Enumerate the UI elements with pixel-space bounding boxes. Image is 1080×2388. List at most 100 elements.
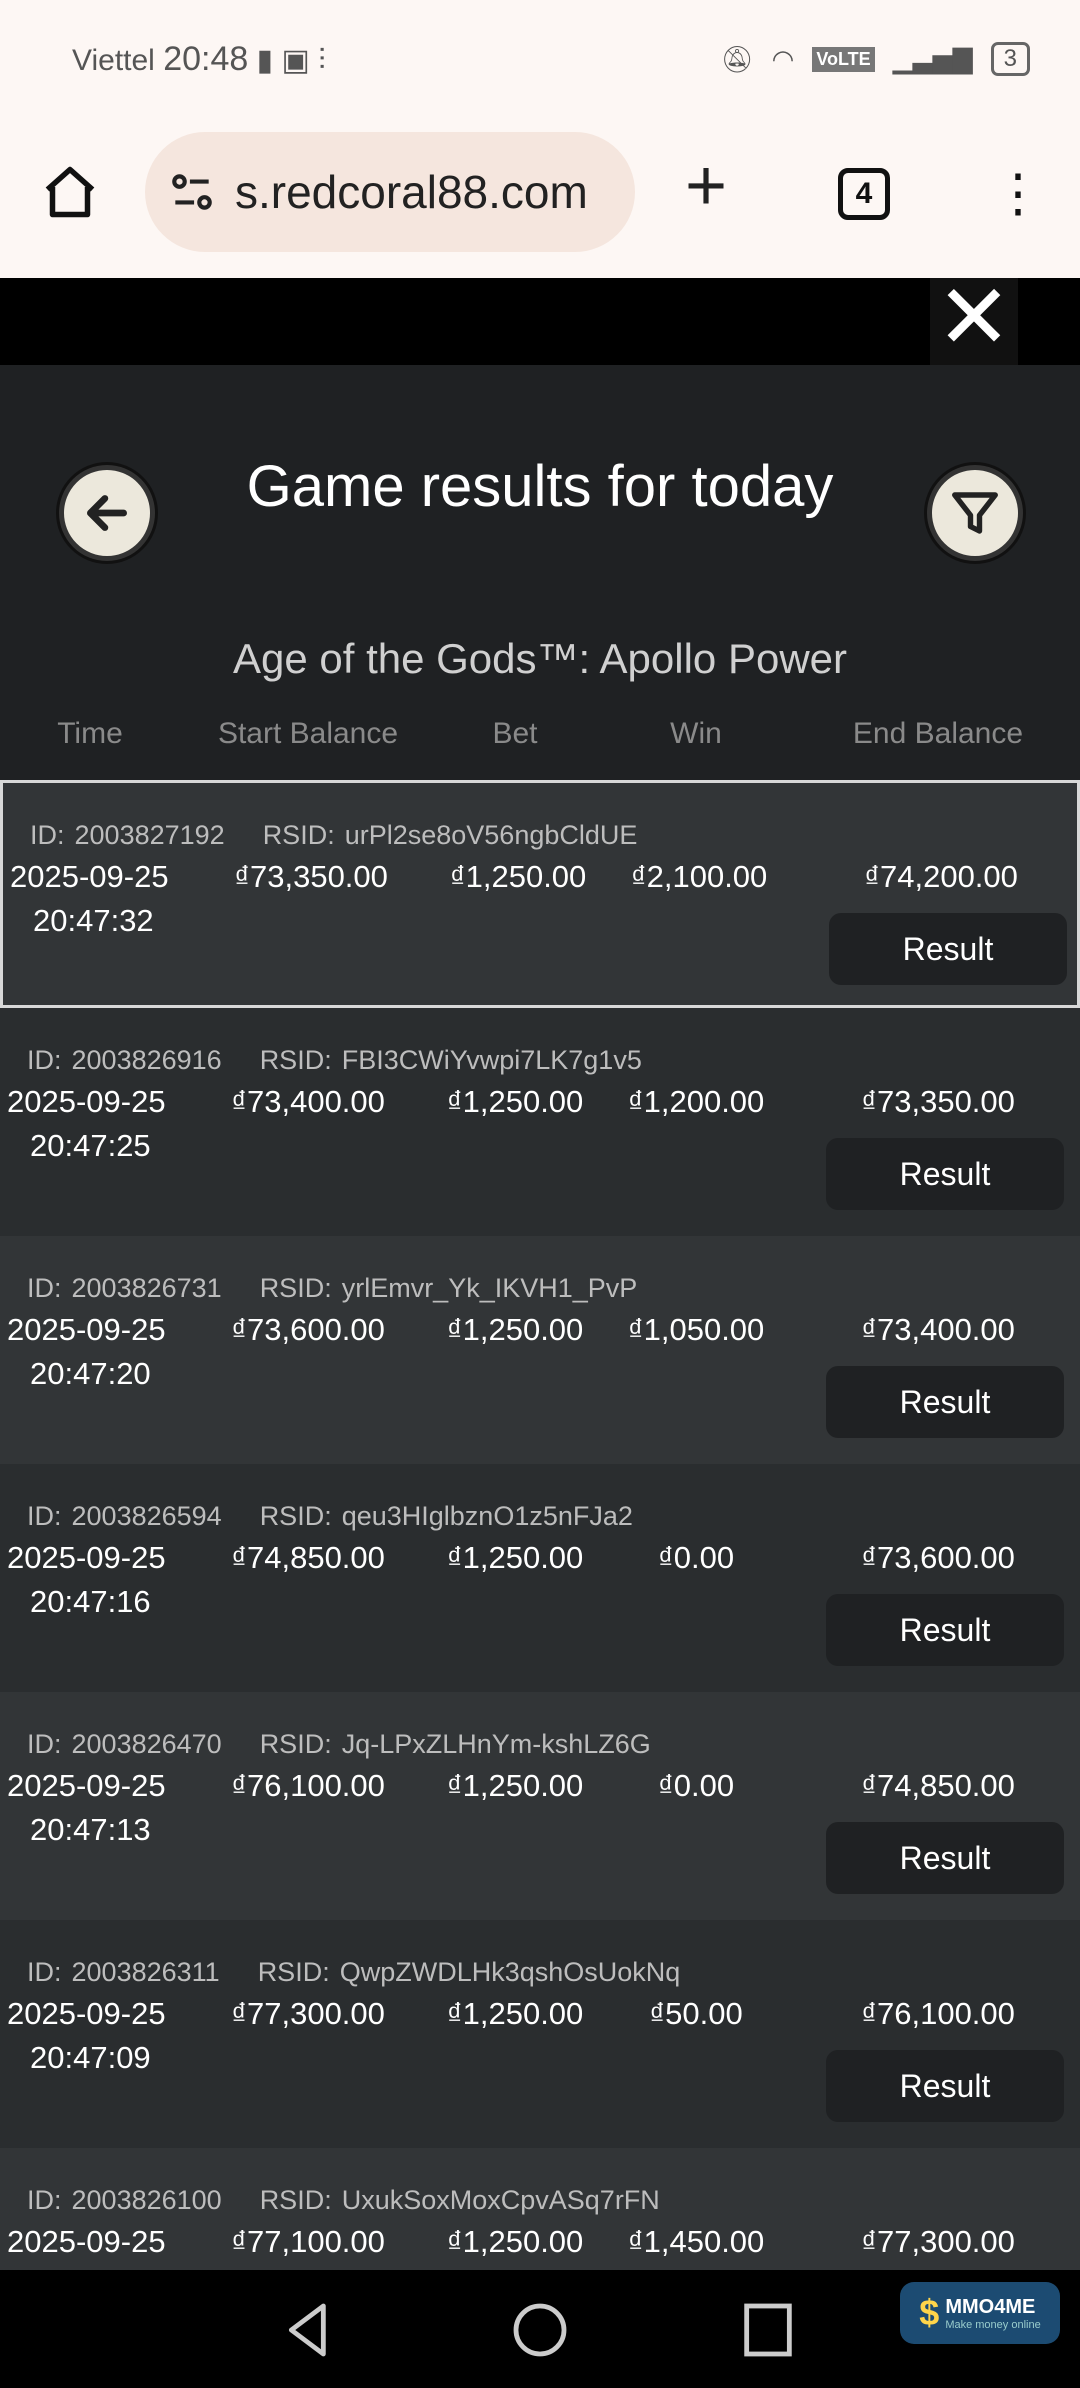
rsid-value: urPl2se8oV56ngbCldUE bbox=[344, 820, 638, 850]
table-row[interactable]: ID: 2003826594 RSID: qeu3HIglbznO1z5nFJa2 2… bbox=[0, 1464, 1080, 1692]
row-win: ₫0.00 bbox=[657, 1540, 735, 1575]
row-win: ₫50.00 bbox=[649, 1996, 743, 2031]
results-list[interactable]: ID: 2003827192 RSID: urPl2se8oV56ngbCldUE 2… bbox=[0, 780, 1080, 2270]
overlay-bar bbox=[0, 278, 1080, 365]
row-start-balance: ₫77,300.00 bbox=[231, 1996, 385, 2031]
back-button[interactable] bbox=[59, 465, 155, 561]
watermark-logo: $ MMO4ME Make money online bbox=[900, 2282, 1060, 2344]
status-bar: Viettel 20:48 ▮ ▣ ⫶ 🔕︎ ◠ VoLTE ▁▃▅▇ 3 bbox=[0, 0, 1080, 140]
row-start-balance: ₫73,350.00 bbox=[234, 859, 388, 894]
battery-icon: 3 bbox=[990, 42, 1030, 76]
results-header: Game results for today Age of the Gods™:… bbox=[0, 365, 1080, 780]
id-label: ID: bbox=[27, 2185, 62, 2215]
result-button[interactable]: Result bbox=[829, 913, 1067, 985]
back-nav-icon[interactable] bbox=[278, 2298, 342, 2362]
id-label: ID: bbox=[27, 1501, 62, 1531]
page-title: Game results for today bbox=[246, 454, 834, 519]
row-win: ₫0.00 bbox=[657, 1768, 735, 1803]
table-row[interactable]: ID: 2003827192 RSID: urPl2se8oV56ngbCldUE 2… bbox=[0, 780, 1080, 1008]
row-ids: ID: 2003827192 RSID: urPl2se8oV56ngbCldUE bbox=[30, 820, 647, 851]
notification-icons: ▮ ▣ ⫶ bbox=[256, 44, 326, 77]
row-end-balance: ₫77,300.00 bbox=[861, 2224, 1015, 2259]
row-ids: ID: 2003826594 RSID: qeu3HIglbznO1z5nFJa2 bbox=[27, 1501, 643, 1532]
volte-badge: VoLTE bbox=[812, 46, 875, 72]
row-time: 20:47:04 bbox=[30, 2268, 151, 2270]
row-time: 20:47:32 bbox=[33, 903, 154, 938]
rsid-value: qeu3HIglbznO1z5nFJa2 bbox=[341, 1501, 633, 1531]
row-ids: ID: 2003826916 RSID: FBI3CWiYvwpi7LK7g1v5 bbox=[27, 1045, 652, 1076]
result-button[interactable]: Result bbox=[826, 1822, 1064, 1894]
clock: 20:48 bbox=[163, 40, 249, 78]
row-time: 20:47:09 bbox=[30, 2040, 151, 2075]
row-start-balance: ₫73,600.00 bbox=[231, 1312, 385, 1347]
more-menu-icon[interactable]: ⋮ bbox=[992, 165, 1044, 223]
column-header-end-balance: End Balance bbox=[852, 717, 1024, 750]
row-start-balance: ₫74,850.00 bbox=[231, 1540, 385, 1575]
row-win: ₫1,050.00 bbox=[627, 1312, 765, 1347]
table-row[interactable]: ID: 2003826311 RSID: QwpZWDLHk3qshOsUokNq 2… bbox=[0, 1920, 1080, 2148]
rsid-value: FBI3CWiYvwpi7LK7g1v5 bbox=[341, 1045, 642, 1075]
row-time: 20:47:25 bbox=[30, 1128, 151, 1163]
round-id: 2003826731 bbox=[71, 1273, 222, 1303]
table-row[interactable]: ID: 2003826470 RSID: Jq-LPxZLHnYm-kshLZ6G 2… bbox=[0, 1692, 1080, 1920]
row-date: 2025-09-25 bbox=[7, 1996, 166, 2031]
row-bet: ₫1,250.00 bbox=[446, 1768, 584, 1803]
arrow-left-icon bbox=[87, 495, 127, 531]
row-bet: ₫1,250.00 bbox=[446, 1996, 584, 2031]
home-nav-icon[interactable] bbox=[508, 2298, 572, 2362]
browser-toolbar: s.redcoral88.com + 4 ⋮ bbox=[0, 132, 1080, 278]
row-start-balance: ₫77,100.00 bbox=[231, 2224, 385, 2259]
row-time: 20:47:16 bbox=[30, 1584, 151, 1619]
round-id: 2003826470 bbox=[71, 1729, 222, 1759]
home-icon[interactable] bbox=[40, 162, 100, 222]
rsid-label: RSID: bbox=[257, 1957, 330, 1987]
filter-button[interactable] bbox=[927, 465, 1023, 561]
table-row[interactable]: ID: 2003826100 RSID: UxukSoxMoxCpvASq7rFN 2… bbox=[0, 2148, 1080, 2270]
table-row[interactable]: ID: 2003826731 RSID: yrlEmvr_Yk_IKVH1_PvP 2… bbox=[0, 1236, 1080, 1464]
filter-icon bbox=[952, 492, 998, 534]
carrier-name: Viettel bbox=[72, 44, 155, 77]
round-id: 2003827192 bbox=[74, 820, 225, 850]
row-win: ₫2,100.00 bbox=[630, 859, 768, 894]
id-label: ID: bbox=[30, 820, 65, 850]
tab-switcher-button[interactable]: 4 bbox=[838, 168, 890, 220]
id-label: ID: bbox=[27, 1957, 62, 1987]
row-time: 20:47:20 bbox=[30, 1356, 151, 1391]
mute-bell-icon: 🔕︎ bbox=[720, 43, 754, 74]
rsid-label: RSID: bbox=[259, 1273, 332, 1303]
address-bar[interactable]: s.redcoral88.com bbox=[145, 132, 635, 252]
result-button[interactable]: Result bbox=[826, 1366, 1064, 1438]
round-id: 2003826311 bbox=[71, 1957, 220, 1987]
row-end-balance: ₫74,850.00 bbox=[861, 1768, 1015, 1803]
status-right: 🔕︎ ◠ VoLTE ▁▃▅▇ 3 bbox=[721, 42, 1030, 76]
row-ids: ID: 2003826100 RSID: UxukSoxMoxCpvASq7rFN bbox=[27, 2185, 670, 2216]
rsid-value: QwpZWDLHk3qshOsUokNq bbox=[339, 1957, 681, 1987]
row-ids: ID: 2003826311 RSID: QwpZWDLHk3qshOsUokNq bbox=[27, 1957, 690, 1988]
column-header-bet: Bet bbox=[492, 717, 538, 750]
id-label: ID: bbox=[27, 1273, 62, 1303]
new-tab-button[interactable]: + bbox=[685, 146, 728, 226]
result-button[interactable]: Result bbox=[826, 2050, 1064, 2122]
row-end-balance: ₫73,400.00 bbox=[861, 1312, 1015, 1347]
result-button[interactable]: Result bbox=[826, 1594, 1064, 1666]
table-row[interactable]: ID: 2003826916 RSID: FBI3CWiYvwpi7LK7g1v5 2… bbox=[0, 1008, 1080, 1236]
url-text[interactable]: s.redcoral88.com bbox=[235, 166, 588, 218]
column-header-start-balance: Start Balance bbox=[217, 717, 399, 750]
recents-nav-icon[interactable] bbox=[736, 2298, 800, 2362]
rsid-label: RSID: bbox=[262, 820, 335, 850]
round-id: 2003826594 bbox=[71, 1501, 222, 1531]
row-date: 2025-09-25 bbox=[7, 1768, 166, 1803]
row-bet: ₫1,250.00 bbox=[446, 1312, 584, 1347]
site-settings-icon[interactable] bbox=[167, 167, 217, 217]
close-icon[interactable]: ✕ bbox=[930, 273, 1018, 365]
rsid-label: RSID: bbox=[259, 1045, 332, 1075]
result-button[interactable]: Result bbox=[826, 1138, 1064, 1210]
rsid-value: yrlEmvr_Yk_IKVH1_PvP bbox=[341, 1273, 638, 1303]
wifi-icon: ◠ bbox=[771, 43, 795, 74]
row-bet: ₫1,250.00 bbox=[449, 859, 587, 894]
row-date: 2025-09-25 bbox=[7, 2224, 166, 2259]
row-start-balance: ₫73,400.00 bbox=[231, 1084, 385, 1119]
status-left: Viettel 20:48 ▮ ▣ ⫶ bbox=[72, 40, 326, 79]
row-win: ₫1,450.00 bbox=[627, 2224, 765, 2259]
watermark-name: MMO4ME bbox=[945, 2295, 1036, 2318]
